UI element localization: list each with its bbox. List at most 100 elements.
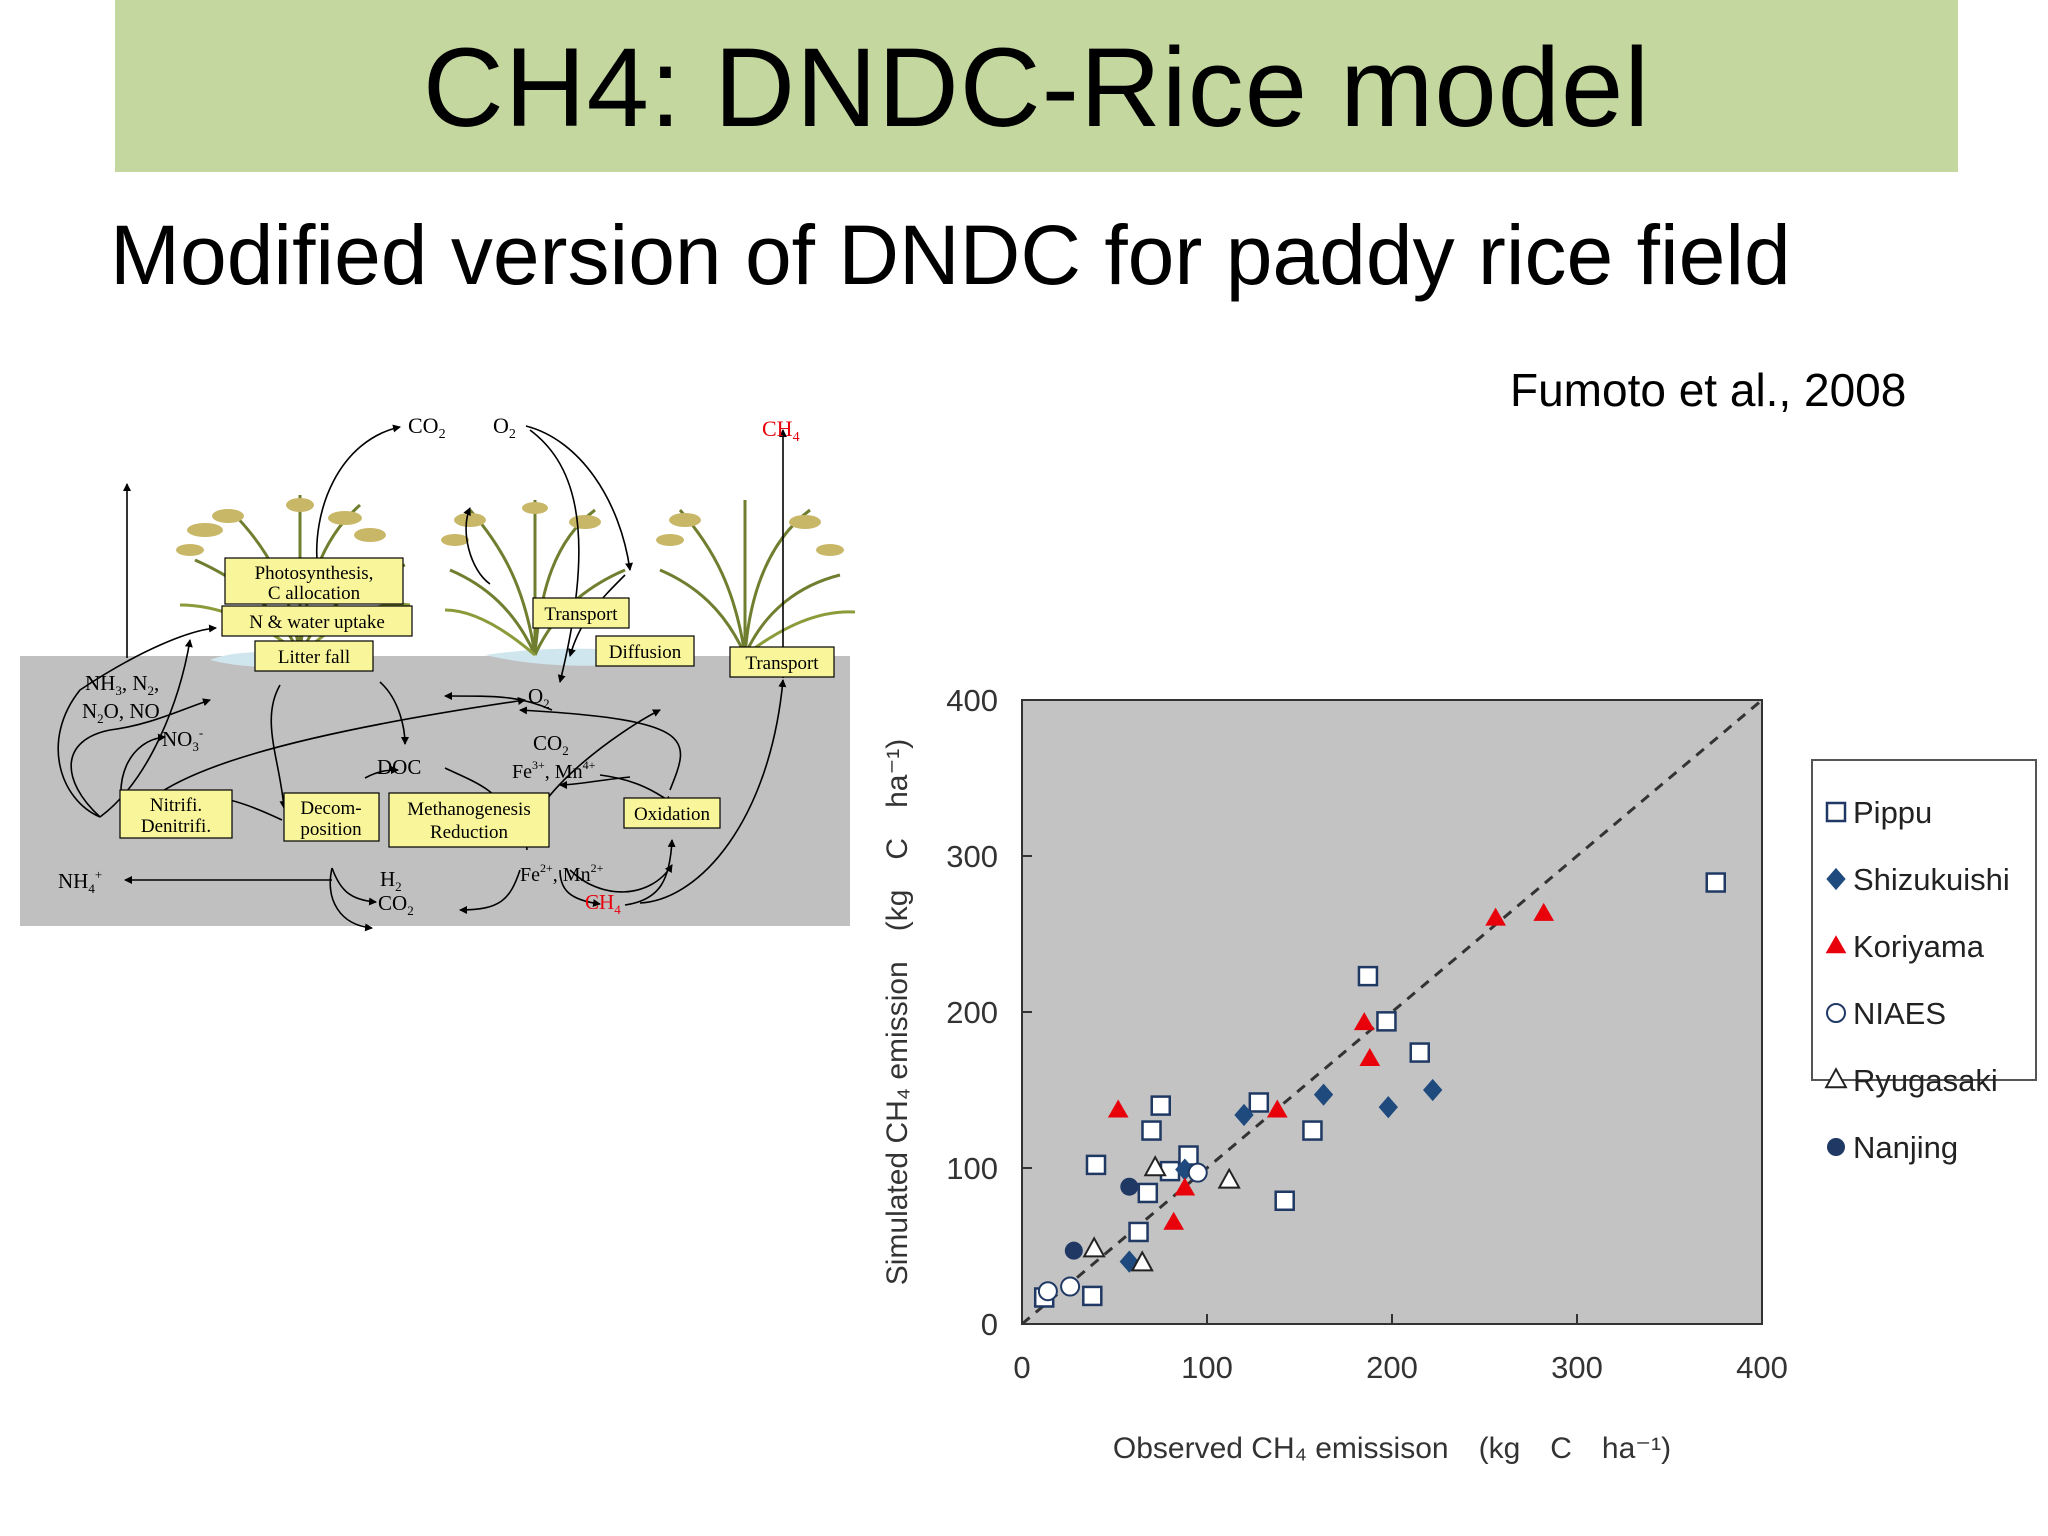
h2-label: H2 xyxy=(380,867,402,894)
y-tick-label: 300 xyxy=(946,839,998,874)
svg-text:Methanogenesis: Methanogenesis xyxy=(407,799,530,820)
data-point-koriyama xyxy=(1266,1099,1288,1118)
data-point-pippu xyxy=(1150,1095,1171,1116)
legend: Pippu Shizukuishi Koriyama NIAES Ryugasaki Na… xyxy=(1824,795,2010,1165)
slide-subtitle: Modified version of DNDC for paddy rice … xyxy=(110,208,1791,302)
ch4-top-label: CH4 xyxy=(762,416,800,445)
data-point-pippu xyxy=(1409,1042,1430,1063)
legend-marker-ryugasaki xyxy=(1824,1067,1848,1089)
co2-low-label: CO2 xyxy=(378,891,414,918)
legend-marker-nanjing xyxy=(1827,1138,1845,1156)
x-tick-label: 300 xyxy=(1551,1350,1603,1385)
box-n-water-uptake: N & water uptake xyxy=(221,605,413,637)
legend-label: NIAES xyxy=(1853,996,1946,1031)
svg-text:Diffusion: Diffusion xyxy=(609,642,682,663)
rice-grain-right-icon xyxy=(656,513,844,556)
flow-arrows xyxy=(57,424,787,932)
y-tick-labels: 0 100 200 300 400 xyxy=(946,683,1032,1342)
x-axis-label: Observed CH₄ emissison (kg C ha⁻¹) xyxy=(1113,1432,1671,1465)
svg-text:Nitrifi.: Nitrifi. xyxy=(150,795,202,816)
data-point-koriyama xyxy=(1107,1099,1129,1118)
x-tick-labels: 0 100 200 300 400 xyxy=(1013,1314,1788,1385)
data-point-ryugasaki xyxy=(1082,1236,1106,1258)
data-point-koriyama xyxy=(1174,1177,1196,1196)
citation: Fumoto et al., 2008 xyxy=(1510,364,1907,416)
box-photosynthesis: Photosynthesis, C allocation xyxy=(224,557,404,605)
data-point-shizukuishi xyxy=(1378,1096,1398,1119)
legend-label: Ryugasaki xyxy=(1853,1063,1998,1098)
svg-text:C allocation: C allocation xyxy=(268,583,361,604)
svg-text:Transport: Transport xyxy=(544,604,618,625)
doc-label: DOC xyxy=(377,755,421,779)
data-point-pippu xyxy=(1705,872,1726,893)
co2-top-label: CO2 xyxy=(408,413,446,442)
n2o-no-label: N2O, NO xyxy=(82,699,160,726)
data-point-pippu xyxy=(1274,1190,1295,1212)
fe2-mn2-label: Fe2+, Mn2+ xyxy=(520,861,604,886)
data-point-niaes xyxy=(1037,1281,1058,1302)
data-point-niaes xyxy=(1187,1162,1208,1183)
data-point-pippu xyxy=(1085,1154,1107,1176)
legend-label: Nanjing xyxy=(1853,1130,1958,1165)
data-point-koriyama xyxy=(1359,1048,1381,1066)
legend-label: Shizukuishi xyxy=(1853,862,2010,897)
legend-marker-niaes xyxy=(1826,1003,1846,1023)
x-tick-label: 100 xyxy=(1181,1350,1233,1385)
legend-label: Pippu xyxy=(1853,795,1932,830)
data-point-niaes xyxy=(1060,1276,1081,1297)
svg-text:Denitrifi.: Denitrifi. xyxy=(141,816,211,837)
svg-text:Litter fall: Litter fall xyxy=(278,647,350,668)
svg-text:Decom-: Decom- xyxy=(300,798,361,819)
y-tick-label: 400 xyxy=(946,683,998,718)
no3-label: NO3- xyxy=(162,725,203,754)
rice-plant-middle-icon xyxy=(444,500,626,657)
x-tick-label: 200 xyxy=(1366,1350,1418,1385)
box-transport-right: Transport xyxy=(729,646,835,678)
box-decomposition: Decom- position xyxy=(283,792,380,842)
box-nitrifi-denitrifi: Nitrifi. Denitrifi. xyxy=(119,789,233,839)
nh3-n2-label: NH3, N2, xyxy=(85,671,159,698)
legend-label: Koriyama xyxy=(1853,929,1985,964)
box-methanogenesis: Methanogenesis Reduction xyxy=(388,792,550,848)
x-tick-label: 400 xyxy=(1736,1350,1788,1385)
legend-marker-koriyama xyxy=(1825,935,1847,954)
data-point-ryugasaki xyxy=(1130,1250,1154,1272)
y-tick-label: 200 xyxy=(946,995,998,1030)
data-point-shizukuishi xyxy=(1313,1083,1334,1106)
data-point-shizukuishi xyxy=(1119,1250,1139,1273)
data-point-nanjing xyxy=(1064,1241,1083,1260)
data-point-pippu xyxy=(1082,1285,1103,1307)
ch4-soil-label: CH4 xyxy=(585,890,621,917)
legend-box xyxy=(1811,759,2037,1081)
data-point-ryugasaki xyxy=(1217,1167,1241,1189)
data-point-pippu xyxy=(1248,1092,1270,1113)
slide-title: CH4: DNDC-Rice model xyxy=(422,25,1651,150)
box-litter-fall: Litter fall xyxy=(254,640,374,672)
fe3-mn4-label: Fe3+, Mn4+ xyxy=(512,758,596,783)
data-point-shizukuishi xyxy=(1423,1078,1443,1102)
data-point-koriyama xyxy=(1353,1012,1375,1031)
o2-soil-label: O2 xyxy=(528,684,550,711)
svg-text:Photosynthesis,: Photosynthesis, xyxy=(255,563,374,584)
svg-text:Reduction: Reduction xyxy=(430,822,509,843)
scatter-points xyxy=(1033,872,1726,1308)
dndc-rice-process-diagram: CO2 O2 CH4 Photosynthesis, C allocation … xyxy=(20,413,856,932)
legend-marker-pippu xyxy=(1825,801,1847,823)
data-point-pippu xyxy=(1376,1011,1397,1032)
data-point-pippu xyxy=(1357,965,1379,987)
legend-marker-shizukuishi xyxy=(1826,867,1846,891)
box-oxidation: Oxidation xyxy=(623,797,721,829)
co2-soil-label: CO2 xyxy=(533,731,569,758)
data-point-pippu xyxy=(1128,1221,1149,1243)
svg-text:position: position xyxy=(300,819,362,840)
y-axis-label: Simulated CH₄ emission (kg C ha⁻¹) xyxy=(881,739,914,1286)
svg-text:N & water uptake: N & water uptake xyxy=(249,612,385,633)
data-point-shizukuishi xyxy=(1234,1103,1254,1127)
svg-text:Oxidation: Oxidation xyxy=(634,804,710,825)
data-point-koriyama xyxy=(1163,1211,1185,1230)
ch4-emission-scatter-chart: 0 100 200 300 400 0 100 200 300 400 Observed CH₄… xyxy=(881,683,2037,1465)
rice-grain-left-icon xyxy=(176,498,386,556)
data-point-pippu xyxy=(1302,1120,1323,1141)
svg-text:Transport: Transport xyxy=(745,653,819,674)
data-point-pippu xyxy=(1137,1182,1159,1204)
